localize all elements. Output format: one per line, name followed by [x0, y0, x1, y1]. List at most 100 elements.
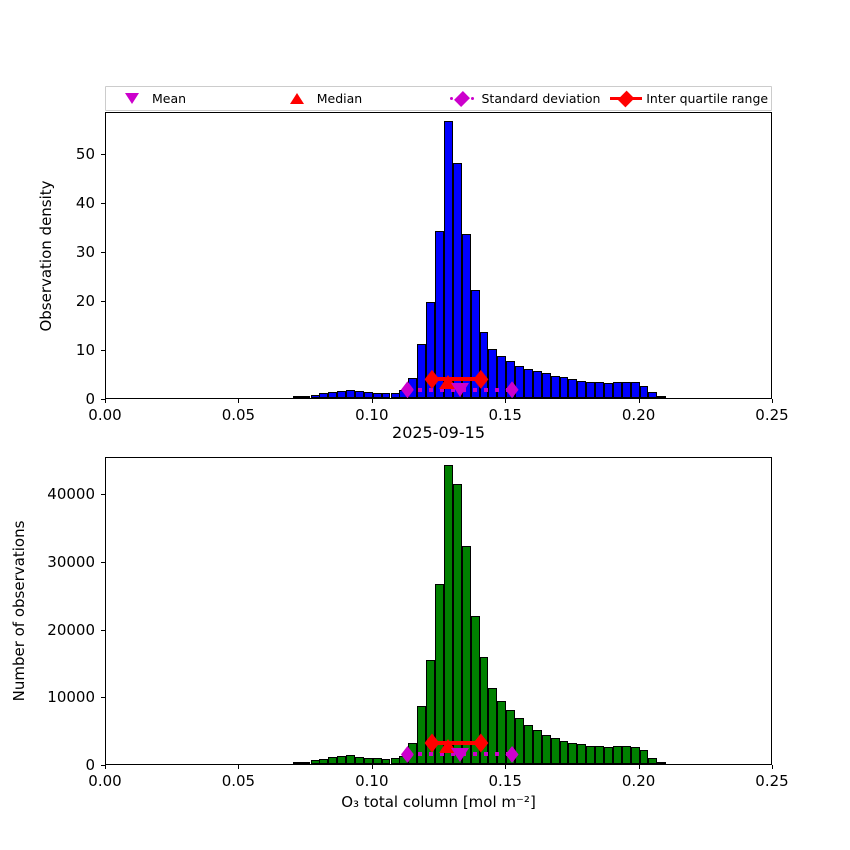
histogram-bar — [372, 758, 382, 764]
x-tick-label: 0.10 — [355, 406, 389, 424]
histogram-bar — [328, 391, 338, 398]
y-tick-mark — [101, 153, 105, 155]
histogram-bar — [434, 583, 444, 764]
histogram-bar — [470, 290, 480, 398]
y-tick-label: 20000 — [47, 620, 95, 639]
histogram-bar — [479, 331, 489, 398]
y-tick-label: 10 — [75, 340, 95, 359]
x-tick-mark — [105, 399, 107, 403]
x-tick-mark — [238, 765, 240, 769]
x-tick-mark — [371, 399, 373, 403]
histogram-bar — [524, 724, 533, 764]
diamond-dotted-line-icon — [442, 90, 482, 108]
y-tick-mark — [101, 251, 105, 253]
diamond-solid-line-icon — [606, 90, 646, 108]
histogram-bar — [346, 754, 355, 764]
x-tick-mark — [505, 765, 507, 769]
histogram-bar — [506, 709, 516, 764]
histogram-bar — [648, 757, 658, 764]
mean-marker — [450, 748, 469, 763]
histogram-bar — [630, 382, 640, 398]
histogram-bar — [381, 393, 391, 398]
histogram-bar — [630, 746, 640, 764]
triangle-down-icon — [112, 90, 152, 108]
histogram-bar — [461, 546, 471, 764]
bottom-axes — [105, 457, 772, 765]
legend-label: Mean — [152, 91, 187, 106]
iqr-low-marker — [424, 369, 440, 389]
histogram-bar — [648, 392, 658, 398]
x-tick-label: 0.25 — [755, 772, 789, 790]
top-plot-area — [106, 113, 771, 398]
histogram-bar — [550, 738, 560, 764]
histogram-bar — [586, 381, 596, 398]
x-tick-label: 0.25 — [755, 406, 789, 424]
histogram-bar — [417, 344, 427, 398]
histogram-bar — [452, 483, 462, 764]
histogram-bar — [612, 746, 622, 764]
histogram-bar — [532, 371, 542, 398]
histogram-bar — [639, 750, 649, 764]
x-tick-mark — [772, 765, 774, 769]
x-tick-mark — [638, 765, 640, 769]
histogram-bar — [515, 717, 524, 764]
legend-label: Inter quartile range — [646, 91, 769, 106]
histogram-bar — [577, 744, 587, 764]
y-tick-mark — [101, 399, 105, 401]
x-tick-mark — [238, 399, 240, 403]
histogram-bar — [604, 382, 613, 398]
histogram-bar — [470, 616, 480, 764]
histogram-bar — [657, 761, 667, 764]
histogram-bar — [381, 758, 391, 764]
histogram-bar — [337, 390, 347, 398]
histogram-bar — [426, 660, 436, 764]
y-tick-mark — [101, 697, 105, 699]
y-tick-mark — [101, 629, 105, 631]
legend-item-median: Median — [277, 87, 442, 110]
histogram-bar — [568, 743, 578, 764]
histogram-bar — [488, 687, 498, 764]
x-tick-label: 0.15 — [488, 406, 522, 424]
histogram-bar — [346, 389, 355, 398]
histogram-bar — [301, 396, 311, 398]
x-tick-label: 0.05 — [221, 772, 256, 790]
histogram-bar — [390, 392, 400, 398]
histogram-bar — [568, 379, 578, 398]
iqr-high-marker — [473, 733, 489, 753]
y-tick-label: 10000 — [47, 688, 95, 707]
histogram-bar — [497, 356, 507, 398]
histogram-bar — [612, 382, 622, 398]
histogram-bar — [444, 120, 453, 398]
y-tick-label: 0 — [85, 756, 95, 774]
histogram-bar — [541, 734, 551, 764]
x-tick-label: 0.00 — [88, 772, 122, 790]
histogram-bar — [550, 375, 560, 398]
mean-marker — [450, 383, 469, 398]
histogram-bar — [497, 701, 507, 764]
histogram-bar — [639, 385, 649, 398]
histogram-bar — [559, 377, 569, 398]
legend-item-inter-quartile-range: Inter quartile range — [606, 87, 771, 110]
histogram-bar — [417, 705, 427, 764]
histogram-bar — [577, 380, 587, 398]
histogram-bar — [328, 757, 338, 764]
bottom-plot-area — [106, 458, 771, 764]
x-axis-label: O₃ total column [mol m⁻²] — [341, 793, 536, 811]
histogram-bar — [390, 758, 400, 764]
std-dev-high-marker — [505, 745, 519, 763]
histogram-bar — [363, 392, 373, 398]
histogram-bar — [532, 730, 542, 764]
histogram-bar — [292, 762, 302, 764]
histogram-bar — [319, 393, 329, 398]
histogram-bar — [621, 381, 631, 398]
top-y-axis-label: Observation density — [37, 179, 55, 332]
chart-legend: Mean Median Standard deviation Inter quarti… — [105, 86, 772, 111]
histogram-bar — [292, 396, 302, 398]
histogram-bar — [515, 366, 524, 398]
histogram-bar — [452, 162, 462, 398]
y-tick-mark — [101, 202, 105, 204]
y-tick-label: 30 — [75, 242, 95, 261]
histogram-bar — [595, 746, 604, 764]
iqr-high-marker — [473, 369, 489, 389]
histogram-bar — [363, 757, 373, 764]
